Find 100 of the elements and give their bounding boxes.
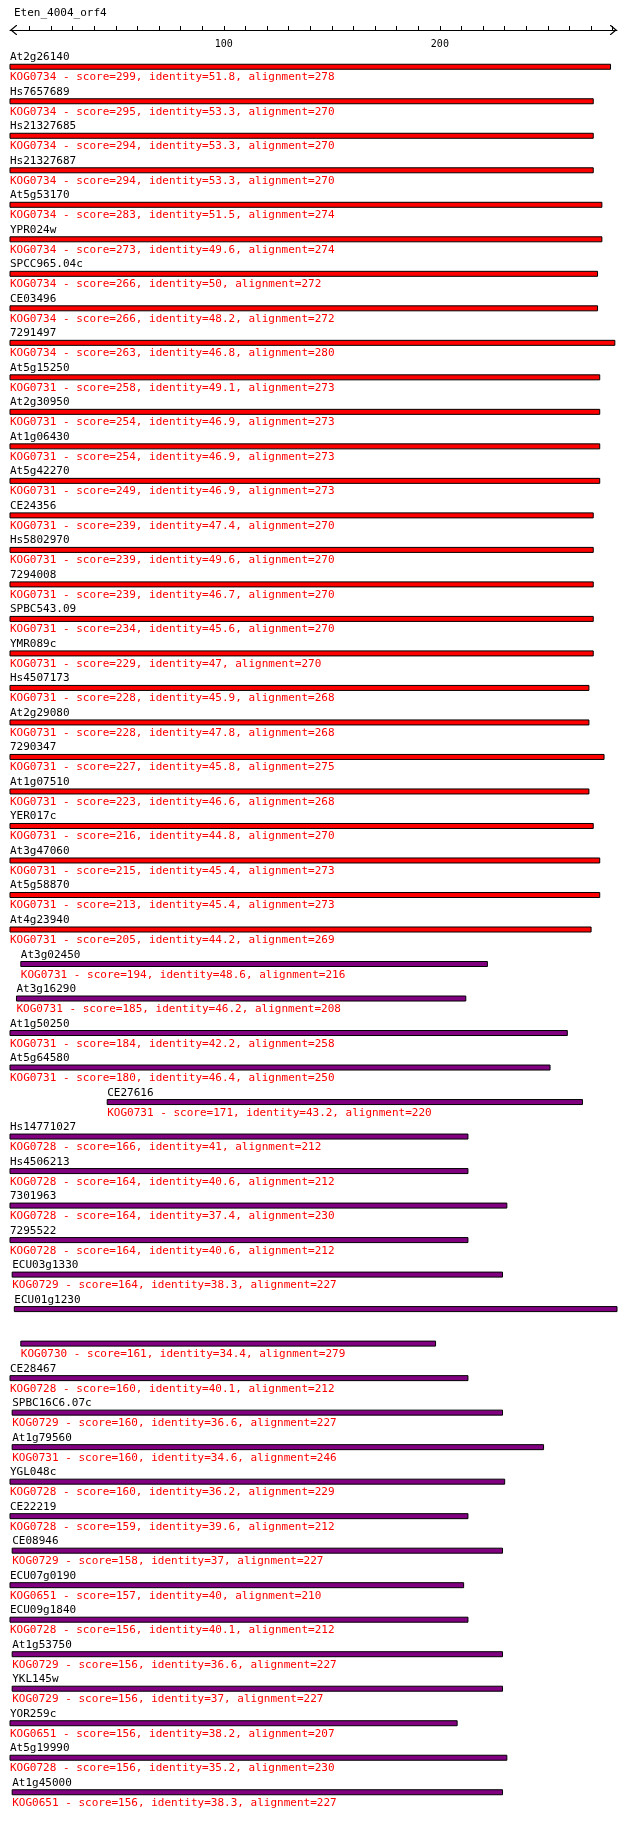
bar <box>9 167 594 174</box>
data-label: KOG0728 - score=164, identity=40.6, alignment=212 <box>10 1174 335 1188</box>
bar <box>9 408 601 415</box>
data-label: KOG0728 - score=159, identity=39.6, alignment=212 <box>10 1519 335 1533</box>
data-label: KOG0728 - score=164, identity=40.6, alignment=212 <box>10 1243 335 1257</box>
y-tick-label: At1g79560 <box>12 1430 72 1444</box>
bar <box>9 719 590 726</box>
y-tick-label: ECU01g1230 <box>14 1292 81 1306</box>
bar <box>9 788 590 795</box>
bar <box>13 1306 618 1313</box>
data-label: KOG0731 - score=180, identity=46.4, alignment=250 <box>10 1071 335 1085</box>
data-label: KOG0651 - score=156, identity=38.3, alignment=227 <box>12 1795 337 1809</box>
x-tick-label: 100 <box>214 37 233 49</box>
data-label: KOG0731 - score=234, identity=45.6, alignment=270 <box>10 622 335 636</box>
data-label: KOG0651 - score=157, identity=40, alignment=210 <box>10 1588 322 1602</box>
y-tick-label: YER017c <box>10 809 57 823</box>
y-tick-label: CE27616 <box>107 1085 154 1099</box>
data-label: KOG0734 - score=295, identity=53.3, alignment=270 <box>10 104 335 118</box>
bar <box>9 512 594 519</box>
data-label: KOG0734 - score=283, identity=51.5, alignment=274 <box>10 208 335 222</box>
bar <box>9 546 594 553</box>
bar <box>15 995 467 1002</box>
data-label: KOG0728 - score=160, identity=36.2, alignment=229 <box>10 1485 335 1499</box>
bar <box>9 1720 458 1727</box>
data-label: KOG0734 - score=294, identity=53.3, alignment=270 <box>10 173 335 187</box>
bar <box>9 132 594 139</box>
data-label: KOG0731 - score=254, identity=46.9, alignment=273 <box>10 449 335 463</box>
y-tick-label: At3g02450 <box>20 947 81 961</box>
data-label: KOG0729 - score=158, identity=37, alignment=227 <box>12 1554 324 1568</box>
data-label: KOG0729 - score=156, identity=36.6, alignment=227 <box>12 1657 337 1671</box>
data-label: KOG0734 - score=299, identity=51.8, alignment=278 <box>10 70 335 84</box>
y-tick-label: At3g47060 <box>10 843 70 857</box>
y-tick-label: At2g29080 <box>10 705 70 719</box>
data-label: KOG0731 - score=171, identity=43.2, alignment=220 <box>107 1105 432 1119</box>
y-tick-label: At5g58870 <box>10 878 70 892</box>
bar <box>9 1616 469 1623</box>
data-label: KOG0731 - score=160, identity=34.6, alignment=246 <box>12 1450 337 1464</box>
data-label: KOG0731 - score=227, identity=45.8, alignment=275 <box>10 760 335 774</box>
chart-title: Eten_4004_orf4 <box>14 6 108 19</box>
bar <box>9 1237 469 1244</box>
y-tick-label: At5g64580 <box>10 1051 70 1065</box>
data-label: KOG0651 - score=156, identity=38.2, alignment=207 <box>10 1726 335 1740</box>
y-tick-label: At2g30950 <box>10 395 70 409</box>
bar <box>9 1133 469 1140</box>
y-tick-label: At5g19990 <box>10 1741 70 1755</box>
bar <box>9 305 599 312</box>
data-label: KOG0731 - score=228, identity=45.9, alignment=268 <box>10 691 335 705</box>
bar <box>9 581 594 588</box>
data-label: KOG0731 - score=213, identity=45.4, alignment=273 <box>10 898 335 912</box>
y-tick-label: 7294008 <box>10 567 57 581</box>
y-tick-label: YOR259c <box>10 1706 57 1720</box>
bar <box>9 1754 508 1761</box>
data-label: KOG0728 - score=166, identity=41, alignment=212 <box>10 1140 322 1154</box>
y-tick-label: Hs5802970 <box>10 533 70 547</box>
bar <box>9 236 603 243</box>
y-tick-label: CE22219 <box>10 1499 57 1513</box>
x-tick-label: 200 <box>430 37 449 49</box>
y-tick-label: At1g07510 <box>10 774 70 788</box>
y-tick-label: SPBC16C6.07c <box>12 1396 92 1410</box>
bar <box>9 1582 465 1589</box>
y-tick-label: YKL145w <box>12 1672 59 1686</box>
data-label: KOG0734 - score=263, identity=46.8, alignment=280 <box>10 346 335 360</box>
y-tick-label: YMR089c <box>10 636 57 650</box>
data-label: KOG0734 - score=266, identity=50, alignment=272 <box>10 277 322 291</box>
data-label: KOG0731 - score=239, identity=49.6, alignment=270 <box>10 553 335 567</box>
y-tick-label: 7290347 <box>10 740 57 754</box>
y-tick-label: At2g26140 <box>10 50 70 64</box>
data-label: KOG0731 - score=254, identity=46.9, alignment=273 <box>10 415 335 429</box>
bar <box>9 650 594 657</box>
y-tick-label: SPBC543.09 <box>10 602 77 616</box>
data-label: KOG0734 - score=273, identity=49.6, alignment=274 <box>10 242 335 256</box>
bar <box>9 684 590 691</box>
data-label: KOG0728 - score=160, identity=40.1, alignment=212 <box>10 1381 335 1395</box>
y-tick-label: At3g16290 <box>16 982 77 996</box>
data-label: KOG0729 - score=156, identity=37, alignment=227 <box>12 1692 324 1706</box>
y-tick-label: Hs4506213 <box>10 1154 70 1168</box>
data-label: KOG0731 - score=258, identity=49.1, alignment=273 <box>10 380 335 394</box>
bar <box>9 615 594 622</box>
y-tick-label: 7295522 <box>10 1223 57 1237</box>
bar <box>9 1375 469 1382</box>
bar <box>9 1478 506 1485</box>
data-label: KOG0728 - score=156, identity=40.1, alignment=212 <box>10 1623 335 1637</box>
y-tick-label: Hs7657689 <box>10 84 70 98</box>
bar <box>9 857 601 864</box>
bar <box>11 1685 504 1692</box>
data-label: KOG0731 - score=239, identity=47.4, alignment=270 <box>10 518 335 532</box>
y-tick-label: At1g50250 <box>10 1016 70 1030</box>
y-tick-label: SPCC965.04c <box>10 257 83 271</box>
bar <box>9 63 612 70</box>
y-tick-label: Hs14771027 <box>10 1120 77 1134</box>
y-tick-label: 7301963 <box>10 1189 57 1203</box>
data-label: KOG0729 - score=160, identity=36.6, alignment=227 <box>12 1416 337 1430</box>
y-tick-label: At5g15250 <box>10 360 70 374</box>
y-tick-label: Hs21327687 <box>10 153 77 167</box>
data-label: KOG0731 - score=228, identity=47.8, alignment=268 <box>10 725 335 739</box>
data-label: KOG0734 - score=266, identity=48.2, alignment=272 <box>10 311 335 325</box>
bar <box>9 822 594 829</box>
y-tick-label: At4g23940 <box>10 913 70 926</box>
y-tick-label: ECU03g1330 <box>12 1258 79 1272</box>
bar <box>9 201 603 208</box>
